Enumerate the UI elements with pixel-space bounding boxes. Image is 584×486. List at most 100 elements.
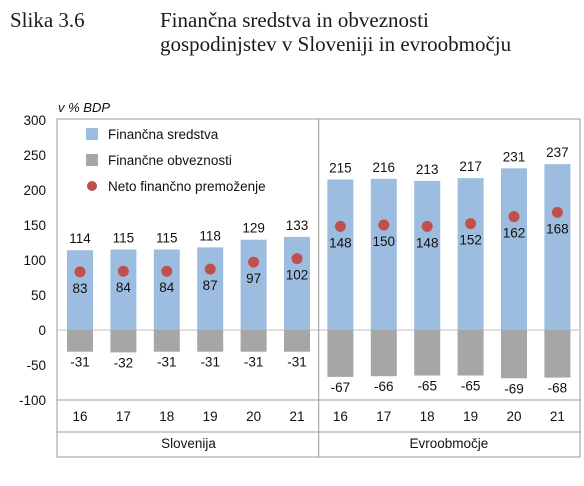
point-neto-financno-premozenje bbox=[551, 206, 563, 218]
y-tick-label: -50 bbox=[26, 358, 46, 373]
data-label-neto-financno-premozenje: 84 bbox=[116, 280, 132, 295]
data-label-financna-sredstva: 129 bbox=[242, 221, 265, 236]
y-tick-label: 300 bbox=[23, 113, 46, 128]
x-tick-label: 21 bbox=[289, 409, 304, 424]
x-tick-label: 16 bbox=[72, 409, 87, 424]
bar-financna-sredstva bbox=[370, 178, 397, 330]
data-label-financna-sredstva: 213 bbox=[416, 162, 439, 177]
legend-swatch-1 bbox=[86, 154, 98, 166]
y-tick-label: 0 bbox=[38, 323, 46, 338]
data-label-financna-sredstva: 216 bbox=[373, 160, 396, 175]
data-label-financne-obveznosti: -31 bbox=[157, 355, 177, 370]
bar-financna-sredstva bbox=[544, 164, 571, 330]
data-label-neto-financno-premozenje: 152 bbox=[459, 233, 482, 248]
x-tick-label: 21 bbox=[550, 409, 565, 424]
data-label-financne-obveznosti: -31 bbox=[244, 355, 264, 370]
data-label-financne-obveznosti: -67 bbox=[331, 380, 351, 395]
point-neto-financno-premozenje bbox=[291, 253, 303, 265]
point-neto-financno-premozenje bbox=[465, 218, 477, 230]
point-neto-financno-premozenje bbox=[248, 256, 260, 268]
x-tick-label: 19 bbox=[463, 409, 478, 424]
y-tick-label: 100 bbox=[23, 253, 46, 268]
y-axis-label: v % BDP bbox=[58, 100, 110, 115]
x-tick-label: 18 bbox=[159, 409, 174, 424]
bar-financna-sredstva bbox=[67, 250, 93, 330]
figure-title-line-2: gospodinjstev v Sloveniji in evroobmočju bbox=[160, 32, 512, 56]
data-label-neto-financno-premozenje: 102 bbox=[286, 268, 309, 283]
legend-label-1: Finančne obveznosti bbox=[108, 153, 232, 168]
point-neto-financno-premozenje bbox=[334, 220, 346, 232]
data-label-neto-financno-premozenje: 84 bbox=[159, 280, 175, 295]
data-label-financna-sredstva: 215 bbox=[329, 161, 352, 176]
bar-financna-sredstva bbox=[110, 249, 137, 330]
data-label-financne-obveznosti: -65 bbox=[461, 379, 481, 394]
data-label-financna-sredstva: 237 bbox=[546, 145, 569, 160]
data-label-financne-obveznosti: -65 bbox=[417, 379, 437, 394]
data-label-neto-financno-premozenje: 150 bbox=[373, 234, 396, 249]
bar-financne-obveznosti bbox=[197, 330, 224, 352]
data-label-financna-sredstva: 114 bbox=[69, 231, 91, 246]
point-neto-financno-premozenje bbox=[74, 266, 86, 278]
group-label: Slovenija bbox=[161, 436, 216, 451]
bar-financne-obveznosti bbox=[544, 330, 571, 378]
bar-financne-obveznosti bbox=[370, 330, 397, 377]
figure-title-line-1: Finančna sredstva in obveznosti bbox=[160, 8, 429, 32]
bar-financne-obveznosti bbox=[414, 330, 441, 376]
x-tick-label: 16 bbox=[333, 409, 348, 424]
point-neto-financno-premozenje bbox=[117, 265, 129, 277]
bar-financna-sredstva bbox=[240, 239, 267, 330]
data-label-financne-obveznosti: -31 bbox=[200, 355, 220, 370]
bar-financne-obveznosti bbox=[457, 330, 484, 376]
x-tick-label: 19 bbox=[203, 409, 218, 424]
data-label-financna-sredstva: 217 bbox=[459, 159, 482, 174]
x-tick-label: 17 bbox=[376, 409, 391, 424]
bar-financne-obveznosti bbox=[327, 330, 354, 377]
y-tick-label: 150 bbox=[23, 218, 46, 233]
data-label-neto-financno-premozenje: 168 bbox=[546, 221, 569, 236]
data-label-neto-financno-premozenje: 97 bbox=[246, 271, 261, 286]
legend-label-2: Neto finančno premoženje bbox=[108, 179, 266, 194]
y-tick-label: 50 bbox=[31, 288, 46, 303]
data-label-financne-obveznosti: -68 bbox=[548, 381, 568, 396]
bar-financne-obveznosti bbox=[240, 330, 267, 352]
bar-financne-obveznosti bbox=[110, 330, 137, 353]
x-tick-label: 17 bbox=[116, 409, 131, 424]
figure-title: Finančna sredstva in obveznosti gospodin… bbox=[160, 8, 580, 56]
bar-financne-obveznosti bbox=[284, 330, 310, 352]
bar-financne-obveznosti bbox=[67, 330, 93, 352]
data-label-neto-financno-premozenje: 162 bbox=[503, 226, 526, 241]
point-neto-financno-premozenje bbox=[378, 219, 390, 231]
data-label-financne-obveznosti: -32 bbox=[114, 355, 134, 370]
point-neto-financno-premozenje bbox=[421, 220, 433, 232]
data-label-financna-sredstva: 133 bbox=[286, 218, 309, 233]
data-label-neto-financno-premozenje: 148 bbox=[329, 235, 352, 250]
y-tick-label: 200 bbox=[23, 183, 46, 198]
data-label-financna-sredstva: 115 bbox=[113, 231, 135, 246]
data-label-financne-obveznosti: -69 bbox=[504, 381, 524, 396]
bar-financna-sredstva bbox=[197, 247, 224, 330]
data-label-financne-obveznosti: -66 bbox=[374, 379, 394, 394]
bar-financna-sredstva bbox=[457, 178, 484, 330]
bar-financne-obveznosti bbox=[501, 330, 527, 379]
x-tick-label: 18 bbox=[420, 409, 435, 424]
bar-financna-sredstva bbox=[284, 236, 310, 330]
data-label-financna-sredstva: 231 bbox=[503, 149, 526, 164]
data-label-neto-financno-premozenje: 87 bbox=[203, 278, 218, 293]
data-label-neto-financno-premozenje: 148 bbox=[416, 235, 439, 250]
x-tick-label: 20 bbox=[506, 409, 521, 424]
bar-financna-sredstva bbox=[501, 168, 527, 330]
y-tick-label: 250 bbox=[23, 148, 46, 163]
legend-marker-2 bbox=[87, 181, 97, 191]
legend-label-0: Finančna sredstva bbox=[108, 127, 219, 142]
bar-financne-obveznosti bbox=[153, 330, 180, 352]
y-tick-label: -100 bbox=[19, 393, 46, 408]
data-label-financna-sredstva: 118 bbox=[199, 228, 221, 243]
bar-financna-sredstva bbox=[327, 179, 354, 330]
point-neto-financno-premozenje bbox=[161, 265, 173, 277]
legend-swatch-0 bbox=[86, 128, 98, 140]
figure-number: Slika 3.6 bbox=[10, 8, 85, 32]
bar-financna-sredstva bbox=[153, 249, 180, 330]
x-tick-label: 20 bbox=[246, 409, 261, 424]
group-label: Evroobmočje bbox=[410, 436, 489, 451]
